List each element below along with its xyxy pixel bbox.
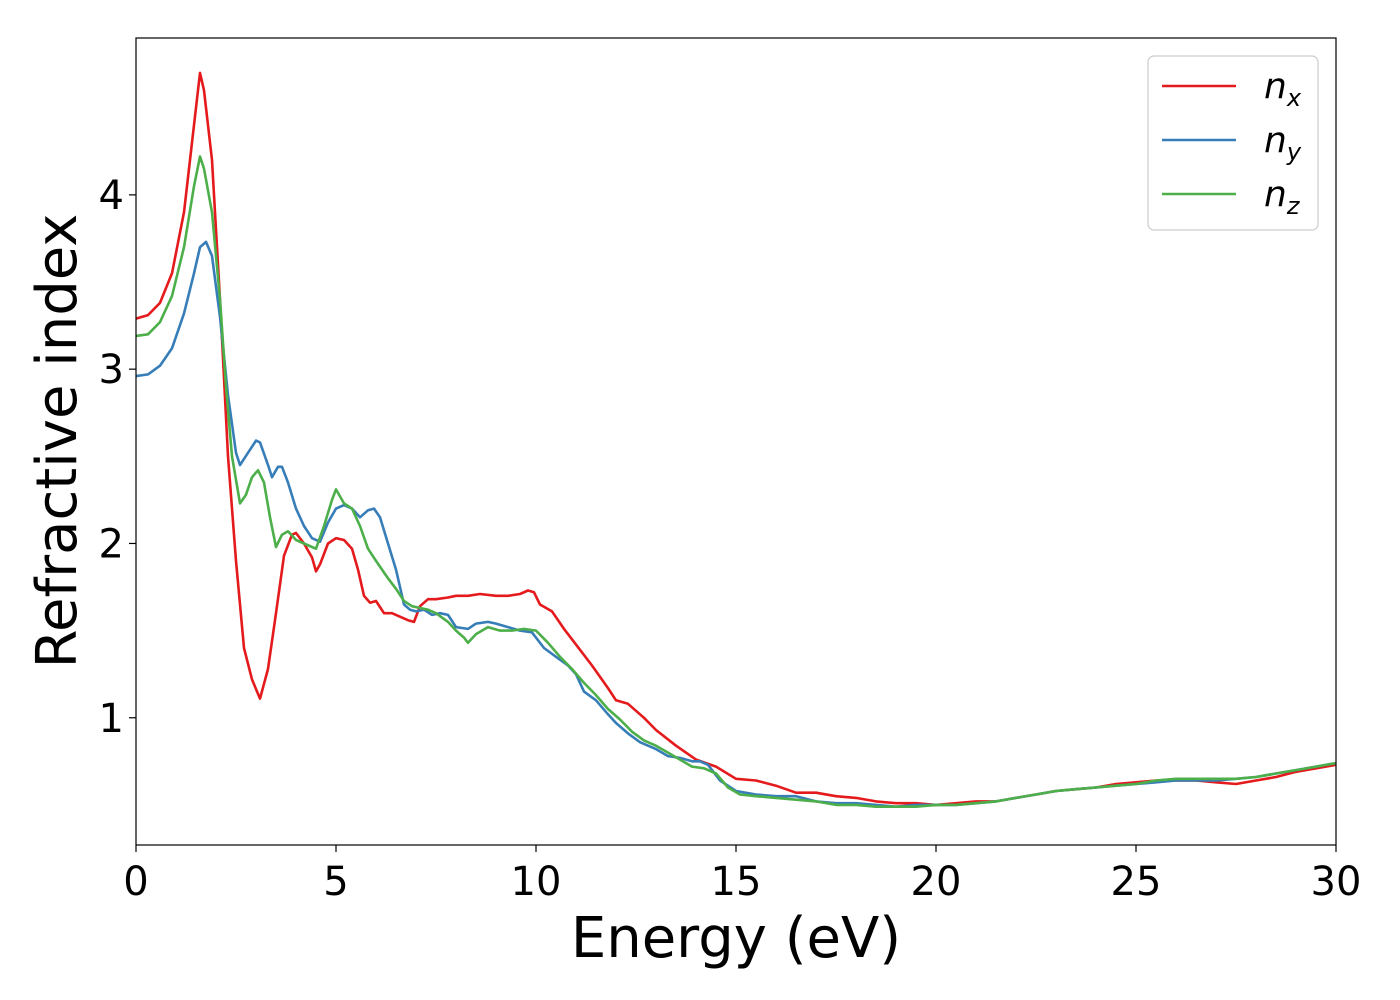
x-tick-label: 20 [911, 859, 962, 905]
x-tick-label: 5 [323, 859, 348, 905]
y-tick-label: 2 [99, 521, 124, 567]
legend-label-n-y: ny [1264, 120, 1302, 166]
y-axis-title: Refractive index [25, 214, 90, 669]
y-axis: 1 2 3 4 [99, 173, 136, 742]
x-tick-label: 15 [711, 859, 762, 905]
series-layer [136, 71, 1336, 808]
x-axis-title: Energy (eV) [571, 906, 901, 971]
y-tick-label: 3 [99, 347, 124, 393]
x-tick-label: 0 [123, 859, 148, 905]
legend-label-base: n [1264, 120, 1287, 161]
x-tick-label: 25 [1111, 859, 1162, 905]
legend-label-subscript: y [1286, 138, 1302, 166]
y-tick-label: 1 [99, 696, 124, 742]
legend-box [1147, 55, 1319, 231]
y-tick-label: 4 [99, 173, 124, 219]
legend-label-subscript: x [1286, 84, 1302, 112]
x-tick-label: 30 [1311, 859, 1362, 905]
legend-label-n-z: nz [1264, 174, 1301, 220]
x-tick-label: 10 [511, 859, 562, 905]
x-axis: 0 5 10 15 20 25 30 [123, 845, 1361, 905]
legend-label-n-x: nx [1264, 66, 1302, 112]
legend-label-base: n [1264, 174, 1287, 215]
legend-label-subscript: z [1286, 192, 1301, 220]
legend-label-base: n [1264, 66, 1287, 107]
series-line-n-z [136, 155, 1336, 808]
